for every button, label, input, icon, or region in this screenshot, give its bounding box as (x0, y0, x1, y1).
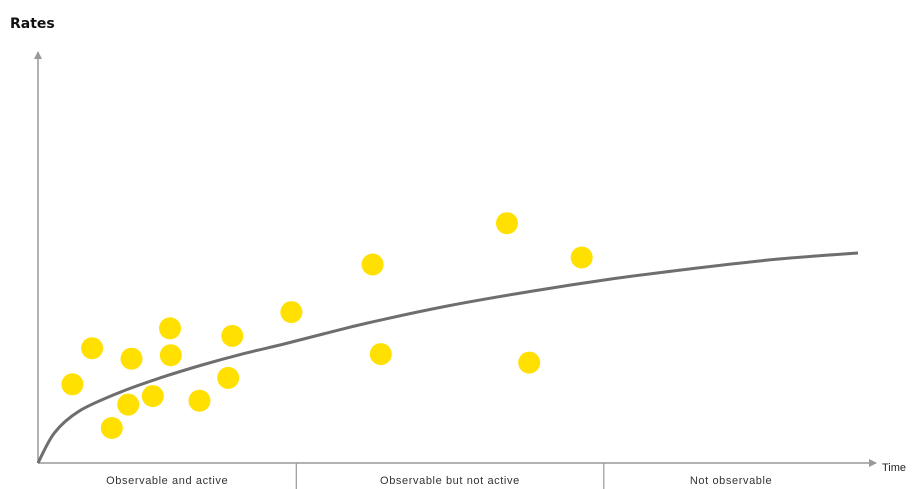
data-point (159, 317, 181, 340)
region-label: Not observable (689, 475, 773, 487)
data-point (369, 343, 392, 366)
trend-curve (36, 251, 859, 464)
data-point (81, 337, 104, 360)
data-point (188, 389, 211, 412)
region-label: Observable but not active (380, 475, 520, 487)
data-point (120, 347, 143, 370)
x-axis-label: Time (882, 462, 907, 474)
region-label: Observable and active (106, 475, 229, 487)
data-point (518, 351, 541, 374)
data-point (496, 212, 518, 235)
data-point (221, 324, 244, 347)
data-point (100, 417, 123, 439)
data-point (61, 373, 84, 396)
data-point (361, 253, 384, 276)
data-point (280, 301, 303, 324)
data-point (117, 393, 140, 416)
data-point (570, 246, 593, 269)
y-axis-label: Rates (10, 16, 55, 32)
data-point (159, 344, 182, 367)
data-point (141, 385, 164, 408)
data-point (217, 366, 240, 389)
